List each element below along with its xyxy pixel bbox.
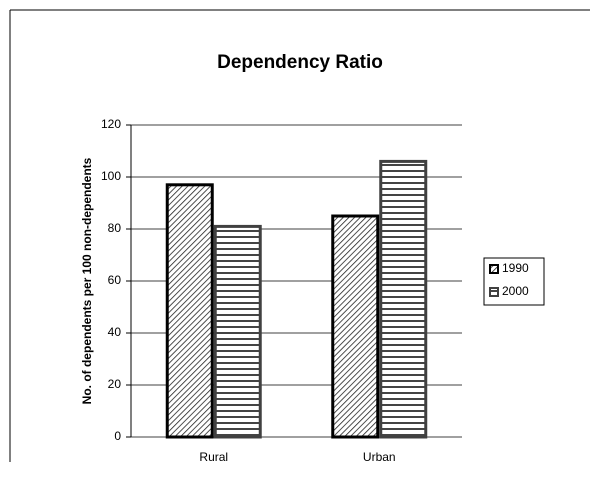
chart-title: Dependency Ratio <box>217 52 383 73</box>
y-tick-label: 0 <box>114 429 121 443</box>
x-tick-label: Urban <box>363 450 396 464</box>
bar <box>165 183 214 439</box>
bar <box>331 214 380 439</box>
y-tick-label: 20 <box>108 377 122 391</box>
legend-label: 1990 <box>502 261 529 275</box>
bar <box>213 224 262 439</box>
legend-swatch <box>489 264 499 274</box>
legend-label: 2000 <box>502 284 529 298</box>
y-tick-label: 80 <box>108 221 122 235</box>
y-tick-label: 120 <box>101 117 121 131</box>
legend-swatch <box>489 287 499 297</box>
bar <box>379 159 428 439</box>
y-axis-label: No. of dependents per 100 non-dependents <box>80 157 94 404</box>
x-tick-label: Rural <box>199 450 228 464</box>
y-tick-label: 60 <box>108 273 122 287</box>
y-tick-label: 40 <box>108 325 122 339</box>
y-tick-label: 100 <box>101 169 121 183</box>
